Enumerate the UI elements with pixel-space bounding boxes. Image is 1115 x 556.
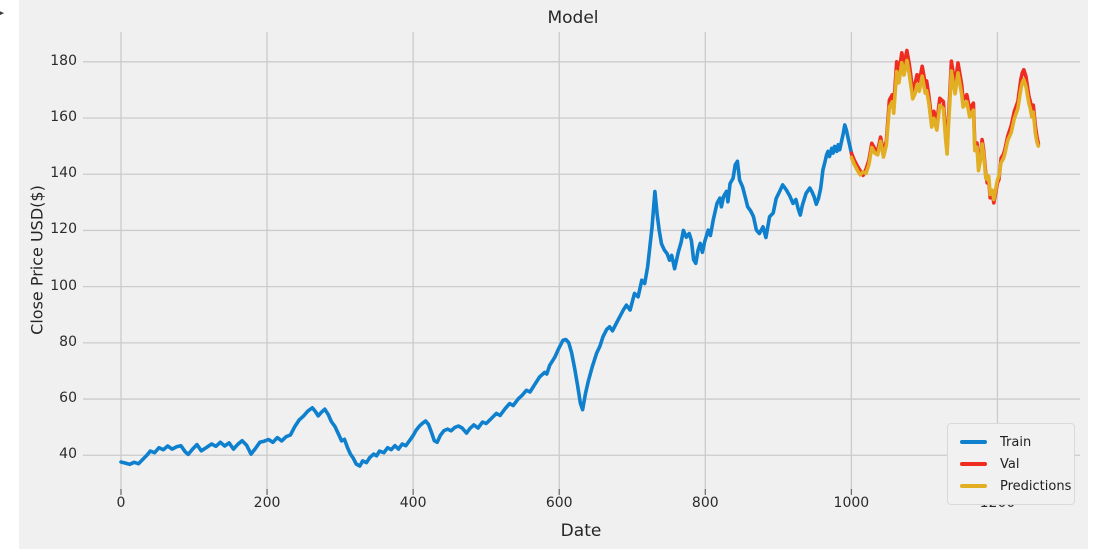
y-tick-label: 140 — [50, 165, 77, 182]
x-tick-label: 1000 — [833, 495, 870, 511]
y-tick-label: 120 — [50, 221, 77, 238]
predictions-line-swatch — [960, 484, 987, 488]
cursor-arrow-icon: ➤ — [0, 9, 5, 19]
y-tick-label: 40 — [59, 446, 77, 463]
y-tick-label: 180 — [50, 52, 77, 69]
val-line-swatch — [960, 462, 987, 466]
legend-label-predictions: Predictions — [1000, 478, 1072, 494]
x-axis-label: Date — [560, 521, 602, 541]
y-tick-label: 60 — [59, 390, 77, 407]
figure-canvas — [19, 0, 1088, 549]
x-tick-label: 600 — [545, 495, 573, 511]
legend-row-predictions: Predictions — [960, 475, 1071, 497]
legend-row-train: Train — [960, 431, 1064, 453]
x-tick-label: 800 — [691, 495, 719, 511]
x-tick-label: 0 — [116, 495, 126, 511]
y-tick-label: 160 — [50, 109, 77, 125]
y-tick-label: 80 — [59, 333, 77, 350]
legend-label-train: Train — [1000, 434, 1032, 450]
train-line-swatch — [960, 440, 987, 444]
chart-title: Model — [547, 8, 599, 28]
y-tick-label: 100 — [50, 277, 77, 294]
legend: Train Val Predictions — [947, 423, 1075, 505]
legend-label-val: Val — [1000, 456, 1020, 472]
y-axis-label: Close Price USD($) — [27, 185, 47, 335]
x-tick-label: 200 — [253, 495, 281, 511]
legend-row-val: Val — [960, 453, 1064, 475]
x-tick-label: 400 — [399, 495, 427, 511]
